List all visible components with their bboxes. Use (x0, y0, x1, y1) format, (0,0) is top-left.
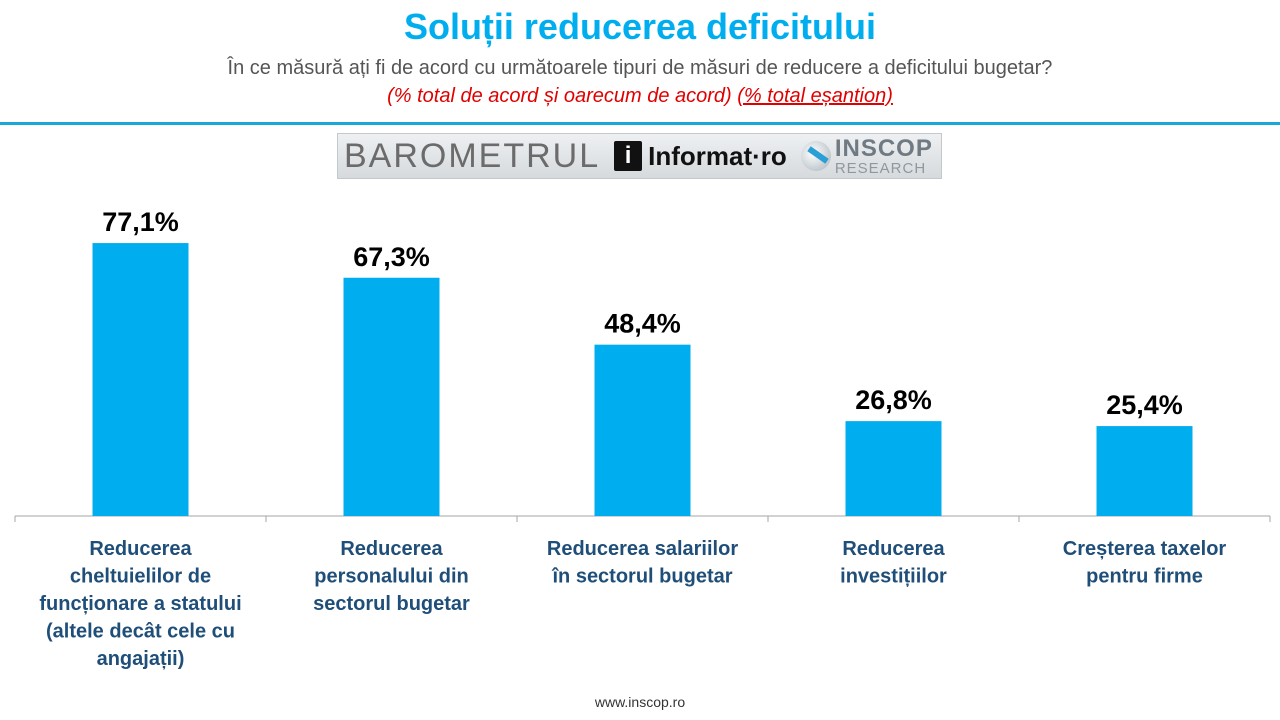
inscop-icon (800, 141, 831, 171)
bar-value-label: 48,4% (604, 309, 681, 339)
bar-chart: 77,1% Reducerea cheltuielilor de funcționar… (14, 207, 1271, 670)
chart-subtitle: În ce măsură ați fi de acord cu următoar… (227, 57, 1053, 79)
category-label: Reducerea personalului din sectorul bugeta… (313, 538, 470, 615)
category-label: Reducerea investițiilor (840, 538, 947, 588)
category-label-line: în sectorul bugetar (551, 566, 732, 588)
informat-text: Informat·ro (648, 140, 787, 171)
inscop-text: INSCOP RESEARCH (834, 134, 933, 177)
category-label: Reducerea salariilor în sectorul bugetar (547, 538, 738, 588)
chart-note: (% total de acord și oarecum de acord) (… (0, 85, 1280, 108)
category-label: Reducerea cheltuielilor de funcționare a s… (39, 538, 241, 670)
sponsor-logo-bar: BAROMETRUL i Informat·ro INSCOP RESEARCH (337, 133, 942, 179)
informat-icon: i (614, 141, 643, 171)
category-label-line: Creșterea taxelor (1063, 538, 1227, 560)
category-label-line: cheltuielilor de (70, 566, 211, 588)
chart-title: Soluții reducerea deficitului (403, 6, 877, 47)
bar-3 (594, 344, 691, 516)
barometer-logo: BAROMETRUL (344, 137, 601, 175)
category-label-line: (altele decât cele cu (46, 621, 235, 643)
note-part-1: (% total de acord și oarecum de acord) (387, 85, 732, 107)
bar-5 (1096, 426, 1193, 516)
inscop-name: INSCOP (834, 134, 933, 162)
bar-4 (845, 421, 942, 516)
inscop-research: RESEARCH (834, 159, 927, 177)
bar-1 (92, 243, 189, 516)
bar-2 (343, 277, 440, 516)
category-label-line: funcționare a statului (39, 593, 241, 615)
category-label-line: Reducerea (89, 538, 192, 560)
category-label-line: investițiilor (840, 566, 947, 588)
note-part-2: (% total eșantion) (737, 85, 893, 107)
category-label-line: Reducerea (842, 538, 945, 560)
header-divider (0, 122, 1280, 125)
bar-value-label: 77,1% (102, 207, 179, 237)
informat-logo: i Informat·ro (614, 141, 787, 172)
category-label-line: Reducerea (340, 538, 443, 560)
bar-value-label: 25,4% (1106, 390, 1183, 420)
category-label-line: sectorul bugetar (313, 593, 470, 615)
category-label-line: personalului din (314, 566, 468, 588)
inscop-logo: INSCOP RESEARCH (800, 134, 933, 177)
footer-url[interactable]: www.inscop.ro (594, 694, 686, 710)
bar-value-label: 67,3% (353, 242, 430, 272)
category-label-line: Reducerea salariilor (547, 538, 738, 560)
category-label-line: angajații) (97, 648, 185, 670)
category-label-line: pentru firme (1086, 566, 1203, 588)
bar-value-label: 26,8% (855, 385, 932, 415)
category-label: Creșterea taxelor pentru firme (1063, 538, 1227, 588)
